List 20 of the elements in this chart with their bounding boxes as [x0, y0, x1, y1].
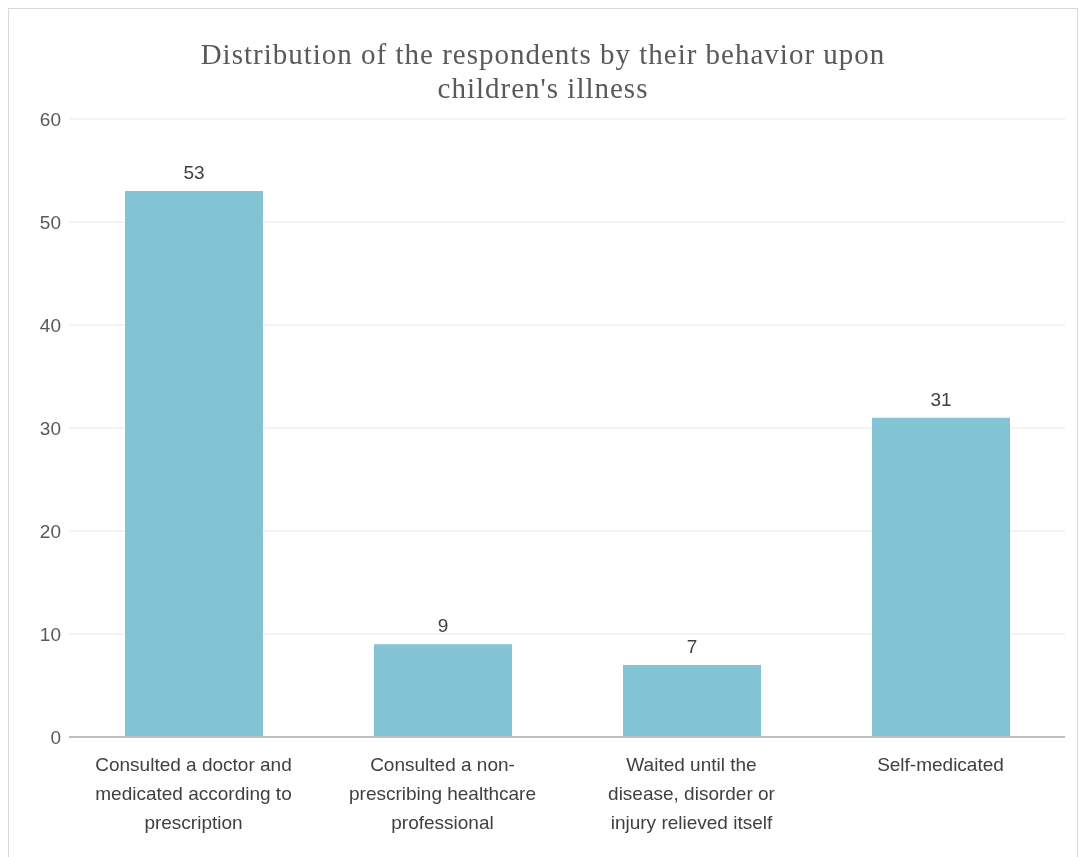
- chart-title: Distribution of the respondents by their behavior upon children's illness: [199, 37, 887, 105]
- y-tick-label: 20: [39, 520, 61, 542]
- x-tick-label: Consulted a doctor and medicated according to prescription: [95, 754, 292, 833]
- bar: [125, 191, 263, 737]
- x-tick-label: Consulted a non-prescribing healthcare professional: [349, 754, 536, 833]
- y-tick-label: 50: [39, 211, 61, 233]
- x-tick-label: Waited until the disease, disorder or injury relieved itself: [608, 754, 776, 833]
- bar: [872, 417, 1010, 737]
- y-tick-label: 0: [50, 726, 61, 748]
- x-tick-label: Self-medicated: [877, 754, 1004, 775]
- y-tick-label: 60: [39, 108, 61, 130]
- bar: [623, 664, 761, 737]
- data-label: 31: [930, 388, 952, 410]
- data-label: 7: [686, 635, 698, 657]
- bar: [374, 644, 512, 737]
- y-tick-label: 40: [39, 314, 61, 336]
- data-label: 9: [437, 615, 449, 637]
- data-label: 53: [183, 162, 205, 184]
- y-tick-label: 10: [39, 623, 61, 645]
- y-tick-label: 30: [39, 417, 61, 439]
